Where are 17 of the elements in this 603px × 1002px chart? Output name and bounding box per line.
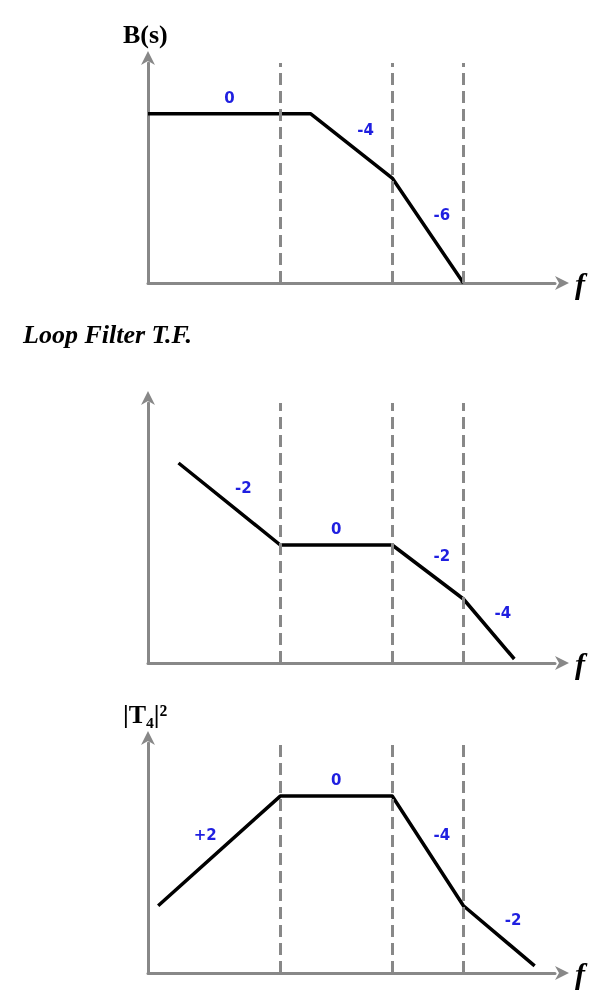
x-axis-title: f	[575, 956, 588, 990]
text: 0	[224, 88, 235, 107]
text: 0	[331, 771, 342, 790]
annotation: +2	[193, 825, 217, 844]
annotation: -2	[235, 479, 252, 497]
annotation: -4	[433, 825, 451, 844]
annotation: -6	[433, 205, 451, 224]
annotation: -4	[357, 120, 374, 139]
annotation: -2	[504, 910, 522, 929]
annotation: 0	[331, 520, 342, 538]
chart-title: Loop Filter T.F.	[22, 319, 193, 349]
chart-title: B(s)	[123, 19, 168, 49]
x-axis-title: f	[575, 646, 588, 680]
annotation: -2	[433, 547, 451, 565]
chart-title: |T₄|²	[123, 699, 168, 729]
annotation: -4	[494, 604, 512, 622]
x-axis-title: f	[575, 266, 588, 300]
